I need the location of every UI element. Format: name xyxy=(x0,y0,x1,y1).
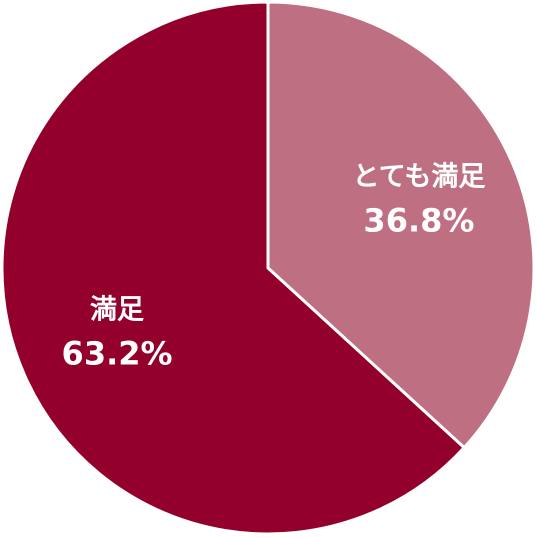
slice-value-label-0: 36.8% xyxy=(363,202,474,240)
slice-value-label-1: 63.2% xyxy=(62,334,173,372)
slice-label-0: とても満足 xyxy=(353,162,486,193)
pie-slice-0 xyxy=(266,0,536,450)
labels-layer: とても満足 36.8% 満足 63.2% xyxy=(62,162,486,373)
slice-label-1: 満足 xyxy=(90,294,144,325)
pie-slice-1 xyxy=(0,0,466,536)
